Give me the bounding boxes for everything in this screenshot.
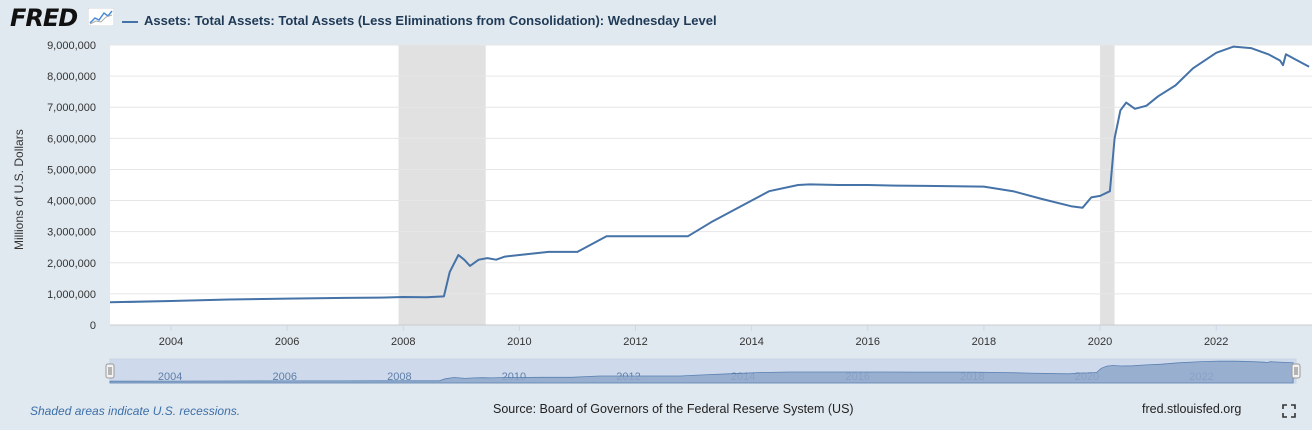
source-note: Source: Board of Governors of the Federa… bbox=[493, 402, 854, 416]
chart-header: FRED Assets: Total Assets: Total Assets … bbox=[0, 0, 1312, 40]
grid-layer bbox=[110, 44, 1312, 326]
site-link[interactable]: fred.stlouisfed.org bbox=[1142, 402, 1242, 416]
fred-logo-graph-icon bbox=[88, 8, 114, 26]
legend-label: Assets: Total Assets: Total Assets (Less… bbox=[144, 13, 717, 28]
y-tick-label: 5,000,000 bbox=[47, 164, 96, 176]
x-tick-label: 2004 bbox=[159, 336, 183, 348]
y-tick-label: 9,000,000 bbox=[47, 40, 96, 52]
x-tick-label: 2016 bbox=[856, 336, 880, 348]
series-line-total-assets[interactable] bbox=[109, 45, 1310, 304]
x-tick-label: 2012 bbox=[623, 336, 647, 348]
x-tick-label: 2010 bbox=[507, 336, 531, 348]
y-tick-label: 1,000,000 bbox=[47, 289, 96, 301]
x-tick-label: 2006 bbox=[275, 336, 299, 348]
x-tick-label: 2008 bbox=[391, 336, 415, 348]
y-tick-label: 2,000,000 bbox=[47, 258, 96, 270]
y-tick-label: 8,000,000 bbox=[47, 71, 96, 83]
navigator-year-label: 2004 bbox=[158, 371, 182, 383]
recession-band-0 bbox=[398, 45, 486, 325]
y-tick-label: 0 bbox=[90, 320, 96, 332]
legend-item[interactable]: Assets: Total Assets: Total Assets (Less… bbox=[122, 13, 717, 28]
chart-area: 0 1,000,000 2,000,000 3,000,000 4,000,000 5,0… bbox=[47, 40, 1312, 384]
fred-logo[interactable]: FRED bbox=[10, 4, 78, 32]
y-tick-label: 4,000,000 bbox=[47, 196, 96, 208]
x-tick-label: 2014 bbox=[739, 336, 763, 348]
x-tick-label: 2020 bbox=[1088, 336, 1112, 348]
legend-swatch bbox=[122, 20, 138, 23]
y-tick-label: 6,000,000 bbox=[47, 133, 96, 145]
y-axis-label: Millions of U.S. Dollars bbox=[12, 129, 26, 250]
navigator-right-handle[interactable] bbox=[1291, 363, 1301, 379]
navigator-left-handle[interactable] bbox=[105, 363, 115, 379]
fullscreen-icon[interactable] bbox=[1282, 404, 1296, 418]
navigator-series-area bbox=[109, 360, 1294, 384]
y-tick-label: 3,000,000 bbox=[47, 227, 96, 239]
y-axis: 0 1,000,000 2,000,000 3,000,000 4,000,000 5,0… bbox=[47, 40, 96, 332]
y-tick-label: 7,000,000 bbox=[47, 102, 96, 114]
navigator-year-label: 2006 bbox=[273, 371, 297, 383]
recession-shading-layer bbox=[398, 45, 1115, 325]
navigator-year-label: 2008 bbox=[387, 371, 411, 383]
x-tick-label: 2022 bbox=[1204, 336, 1228, 348]
x-tick-label: 2018 bbox=[972, 336, 996, 348]
plot-background bbox=[110, 45, 1312, 325]
series-layer bbox=[109, 45, 1310, 304]
x-axis: 2004 2006 2008 2010 2012 2014 2016 2018 2020 2022 bbox=[159, 325, 1228, 348]
recession-note: Shaded areas indicate U.S. recessions. bbox=[30, 404, 241, 418]
recession-band-1 bbox=[1100, 45, 1115, 325]
